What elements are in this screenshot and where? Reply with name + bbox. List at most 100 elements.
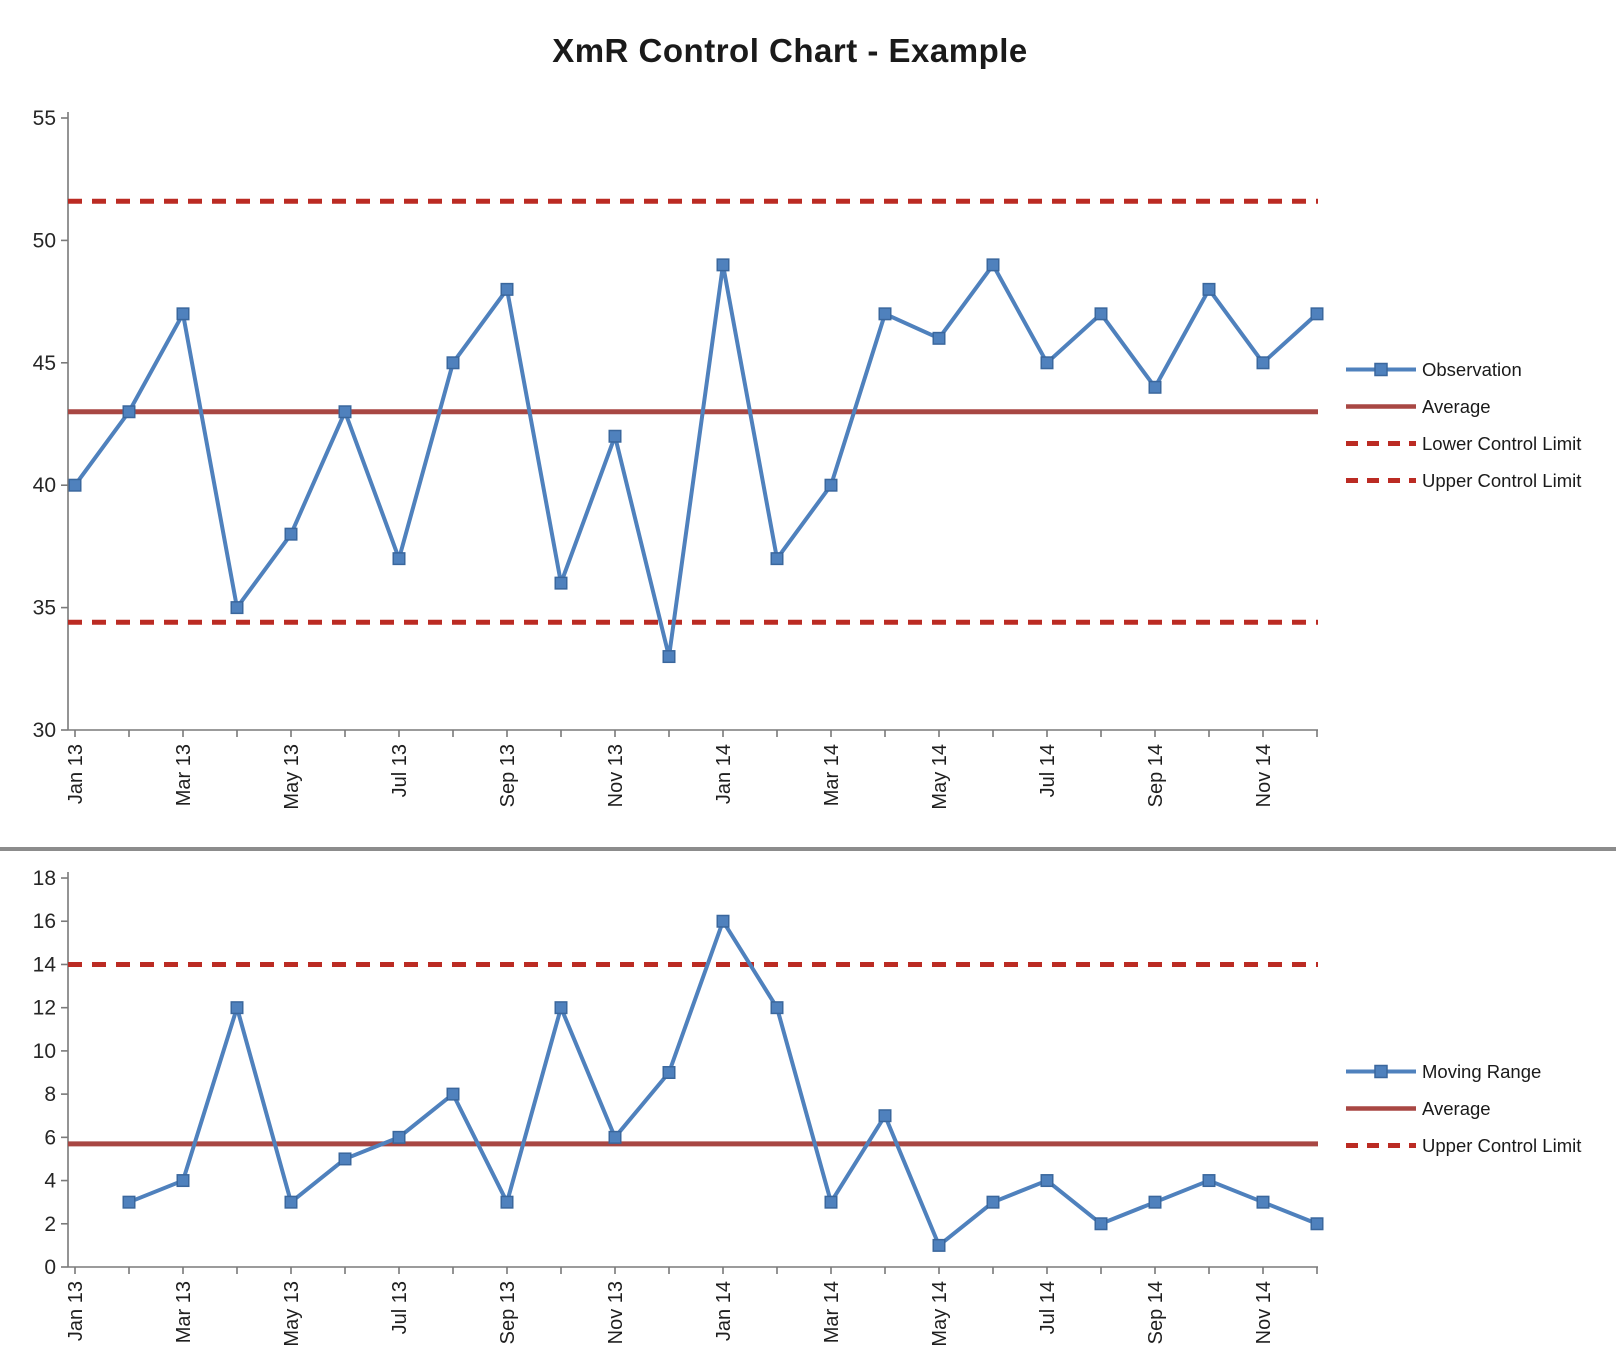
- x-tick-label: Sep 13: [497, 744, 519, 807]
- legend-item-upper-control-limit: Upper Control Limit: [1345, 462, 1581, 499]
- x-tick-label: Nov 14: [1253, 1281, 1275, 1344]
- data-point-marker: [1256, 356, 1270, 370]
- data-point-marker: [608, 1130, 622, 1144]
- x-axis-ticks: Jan 13 Mar 13 May 13 Jul 13 Sep 13 Nov 13 Jan …: [65, 730, 1318, 810]
- legend-item-observation: Observation: [1345, 351, 1581, 388]
- x-tick-label: Jul 14: [1037, 1281, 1059, 1334]
- x-tick-label: Mar 14: [821, 744, 843, 806]
- data-point-marker: [176, 1174, 190, 1188]
- x-tick-label: Sep 13: [497, 1281, 519, 1344]
- data-point-marker: [770, 1001, 784, 1015]
- data-point-marker: [68, 478, 82, 492]
- x-tick-label: Jan 14: [713, 744, 735, 804]
- data-point-marker: [1310, 307, 1324, 321]
- data-point-marker: [1040, 356, 1054, 370]
- x-tick-label: Mar 13: [173, 744, 195, 806]
- y-tick-label: 4: [44, 1170, 56, 1193]
- y-tick-label: 45: [33, 352, 56, 375]
- chart-divider: [0, 847, 1616, 851]
- x-tick-label: May 13: [281, 744, 303, 810]
- data-point-marker: [824, 1195, 838, 1209]
- x-tick-label: Sep 14: [1145, 744, 1167, 807]
- data-point-marker: [824, 478, 838, 492]
- observation-chart-legend: Observation Average Lower Control Limit …: [1345, 351, 1581, 499]
- x-tick-label: Mar 14: [821, 1281, 843, 1343]
- axes: [67, 872, 1318, 1268]
- data-point-marker: [932, 1238, 946, 1252]
- x-tick-label: Jan 14: [713, 1281, 735, 1341]
- data-point-marker: [554, 1001, 568, 1015]
- data-point-marker: [1310, 1217, 1324, 1231]
- x-tick-label: May 14: [929, 744, 951, 810]
- series-line-moving_range: [127, 919, 1319, 1248]
- y-tick-label: 2: [44, 1213, 56, 1236]
- y-tick-label: 55: [33, 107, 56, 130]
- data-point-marker: [770, 552, 784, 566]
- data-point-marker: [338, 405, 352, 419]
- data-point-marker: [500, 1195, 514, 1209]
- legend-label: Upper Control Limit: [1422, 1134, 1582, 1156]
- line-with-marker-swatch-icon: [1346, 362, 1416, 377]
- legend-label: Observation: [1422, 358, 1522, 380]
- x-tick-label: Jul 14: [1037, 744, 1059, 797]
- series-markers-observation: [68, 258, 1324, 664]
- legend-item-lower-control-limit: Lower Control Limit: [1345, 425, 1581, 462]
- x-tick-label: May 13: [281, 1281, 303, 1347]
- y-tick-label: 40: [33, 474, 56, 497]
- legend-item-average: Average: [1345, 1090, 1581, 1127]
- x-tick-label: Jul 13: [389, 1281, 411, 1334]
- data-point-marker: [122, 1195, 136, 1209]
- data-point-marker: [878, 307, 892, 321]
- legend-label: Average: [1422, 1097, 1491, 1119]
- x-axis-ticks: Jan 13 Mar 13 May 13 Jul 13 Sep 13 Nov 13 Jan …: [65, 1267, 1318, 1347]
- data-point-marker: [716, 914, 730, 928]
- solid-line-swatch-icon: [1346, 404, 1416, 409]
- data-point-marker: [716, 258, 730, 272]
- data-point-marker: [446, 356, 460, 370]
- dashed-line-swatch-icon: [1346, 478, 1416, 483]
- y-tick-label: 18: [33, 867, 56, 890]
- solid-line-swatch-icon: [1346, 1106, 1416, 1111]
- legend-label: Moving Range: [1422, 1060, 1542, 1082]
- data-point-marker: [392, 552, 406, 566]
- data-point-marker: [878, 1109, 892, 1123]
- dashed-line-swatch-icon: [1346, 1143, 1416, 1148]
- data-point-marker: [446, 1087, 460, 1101]
- legend-item-upper-control-limit: Upper Control Limit: [1345, 1127, 1581, 1164]
- y-tick-label: 6: [44, 1126, 56, 1149]
- y-tick-label: 0: [44, 1256, 56, 1279]
- legend-label: Upper Control Limit: [1422, 469, 1582, 491]
- data-point-marker: [1202, 282, 1216, 296]
- x-tick-label: Sep 14: [1145, 1281, 1167, 1344]
- data-point-marker: [230, 601, 244, 615]
- x-tick-label: Mar 13: [173, 1281, 195, 1343]
- data-point-marker: [608, 429, 622, 443]
- moving-range-chart-legend: Moving Range Average Upper Control Limit: [1345, 1053, 1581, 1164]
- data-point-marker: [662, 1066, 676, 1080]
- y-tick-label: 14: [33, 953, 57, 976]
- legend-label: Lower Control Limit: [1422, 432, 1582, 454]
- observation-chart: 30 35 40 45 50 55 Jan 13 Mar 13 May 13 Jul 13 Sep …: [33, 107, 1324, 810]
- y-tick-label: 35: [33, 597, 56, 620]
- data-point-marker: [284, 1195, 298, 1209]
- y-tick-label: 16: [33, 910, 56, 933]
- legend-item-moving-range: Moving Range: [1345, 1053, 1581, 1090]
- x-tick-label: Jan 13: [65, 744, 87, 804]
- dashed-line-swatch-icon: [1346, 441, 1416, 446]
- y-tick-label: 8: [44, 1083, 56, 1106]
- x-tick-label: Jan 13: [65, 1281, 87, 1341]
- legend-label: Average: [1422, 395, 1491, 417]
- data-point-marker: [554, 576, 568, 590]
- moving-range-chart: 0 2 4 6 8 10 12 14 16 18 Jan 13 Mar 13 May 13 Jul 13 S…: [33, 867, 1324, 1347]
- x-tick-label: Nov 13: [605, 744, 627, 807]
- x-tick-label: May 14: [929, 1281, 951, 1347]
- axes: [67, 112, 1318, 731]
- data-point-marker: [932, 331, 946, 345]
- data-point-marker: [230, 1001, 244, 1015]
- y-axis-ticks: 30 35 40 45 50 55: [33, 107, 68, 742]
- page-title: XmR Control Chart - Example: [552, 32, 1028, 69]
- data-point-marker: [284, 527, 298, 541]
- data-point-marker: [986, 1195, 1000, 1209]
- line-with-marker-swatch-icon: [1346, 1064, 1416, 1079]
